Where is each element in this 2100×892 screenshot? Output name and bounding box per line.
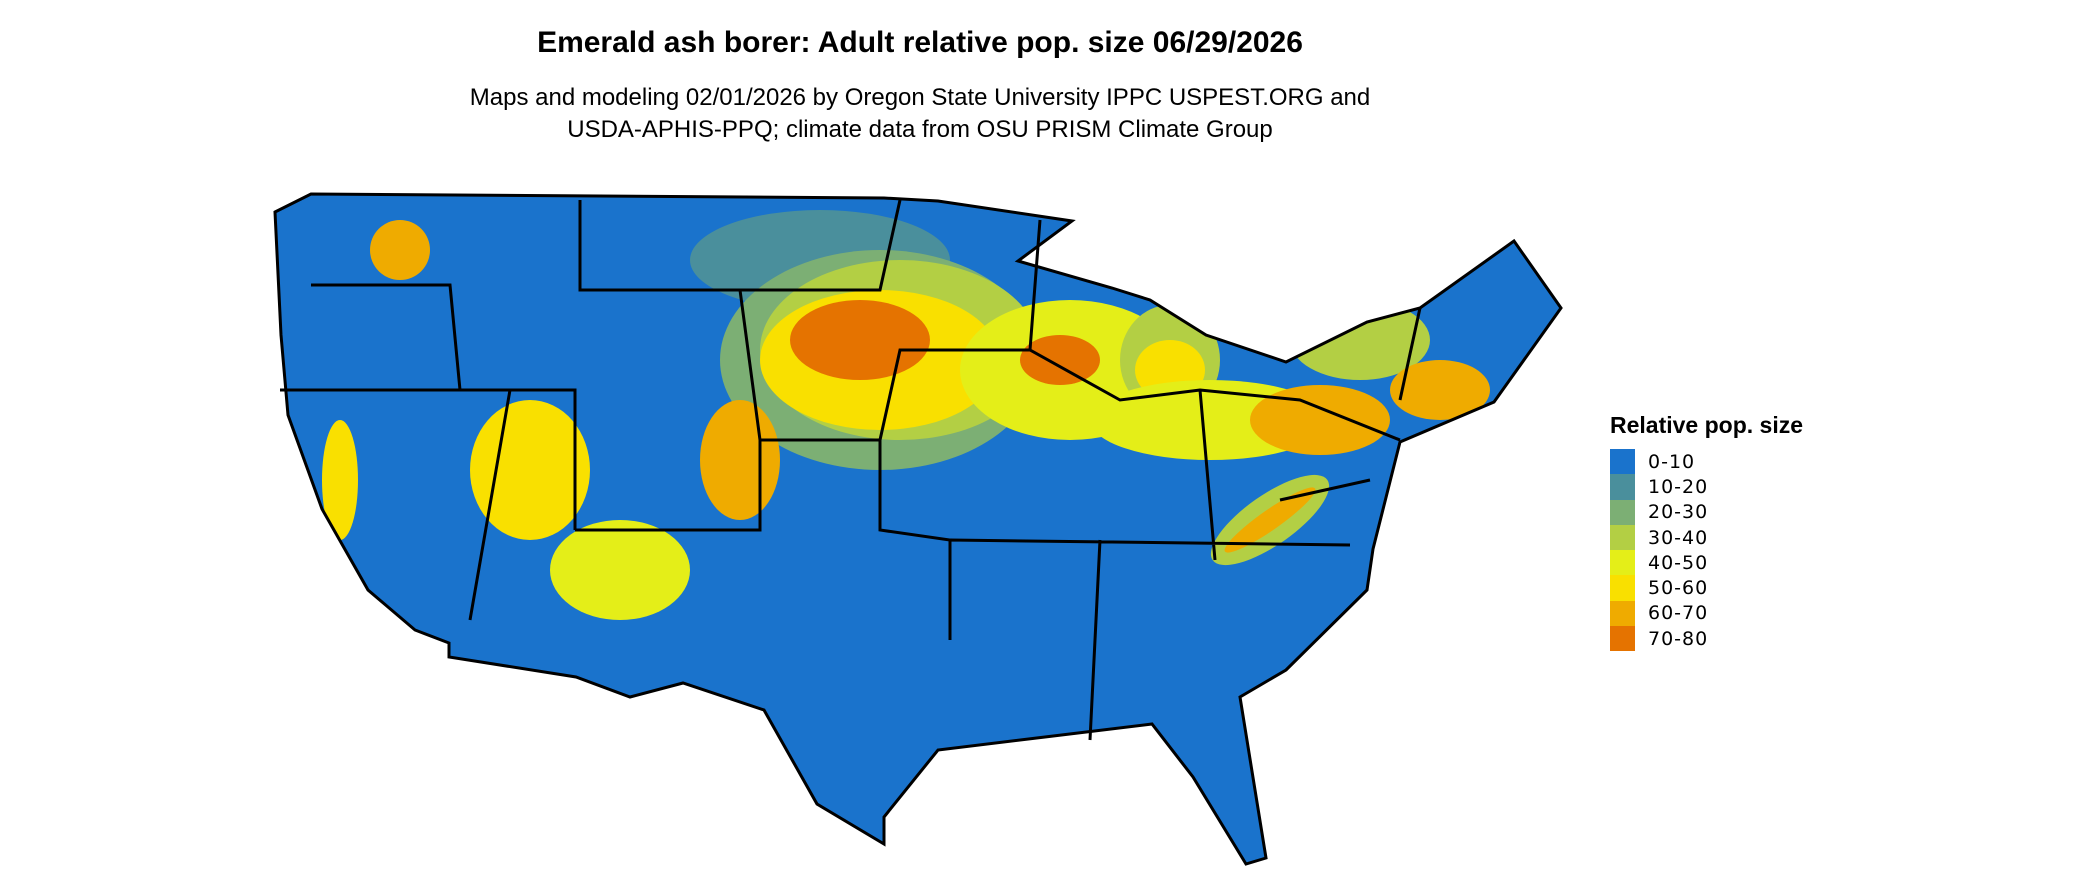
map-title: Emerald ash borer: Adult relative pop. s… xyxy=(537,26,1303,59)
legend-item: 0-10 xyxy=(1610,449,1803,475)
subtitle-line-1: Maps and modeling 02/01/2026 by Oregon S… xyxy=(469,84,1371,111)
legend-item: 70-80 xyxy=(1610,626,1803,652)
legend-item: 40-50 xyxy=(1610,550,1803,576)
legend-swatch xyxy=(1610,626,1635,652)
legend-swatch xyxy=(1610,474,1635,500)
subtitle-line-2: USDA-APHIS-PPQ; climate data from OSU PR… xyxy=(567,116,1273,143)
legend-item: 20-30 xyxy=(1610,499,1803,525)
legend-item: 30-40 xyxy=(1610,524,1803,551)
legend-label: 10-20 xyxy=(1648,475,1709,498)
legend-label: 50-60 xyxy=(1648,577,1709,600)
population-raster xyxy=(275,194,1561,864)
legend-label: 30-40 xyxy=(1648,526,1709,549)
legend-swatch xyxy=(1610,550,1635,576)
legend-item: 50-60 xyxy=(1610,575,1803,601)
state-boundaries xyxy=(273,192,1563,866)
legend-swatch xyxy=(1610,575,1635,601)
legend-label: 70-80 xyxy=(1648,627,1709,650)
legend-label: 0-10 xyxy=(1648,450,1696,473)
legend-label: 60-70 xyxy=(1648,602,1709,625)
legend-label: 20-30 xyxy=(1648,501,1709,524)
legend-swatch xyxy=(1610,499,1635,525)
legend: Relative pop. size 0-10 10-20 20-30 30-40 40… xyxy=(1610,412,1804,652)
legend-swatch xyxy=(1610,449,1635,475)
legend-label: 40-50 xyxy=(1648,551,1709,574)
legend-title: Relative pop. size xyxy=(1610,412,1804,438)
legend-item: 10-20 xyxy=(1610,474,1803,500)
legend-swatch xyxy=(1610,524,1635,551)
legend-swatch xyxy=(1610,600,1635,627)
legend-item: 60-70 xyxy=(1610,600,1803,627)
